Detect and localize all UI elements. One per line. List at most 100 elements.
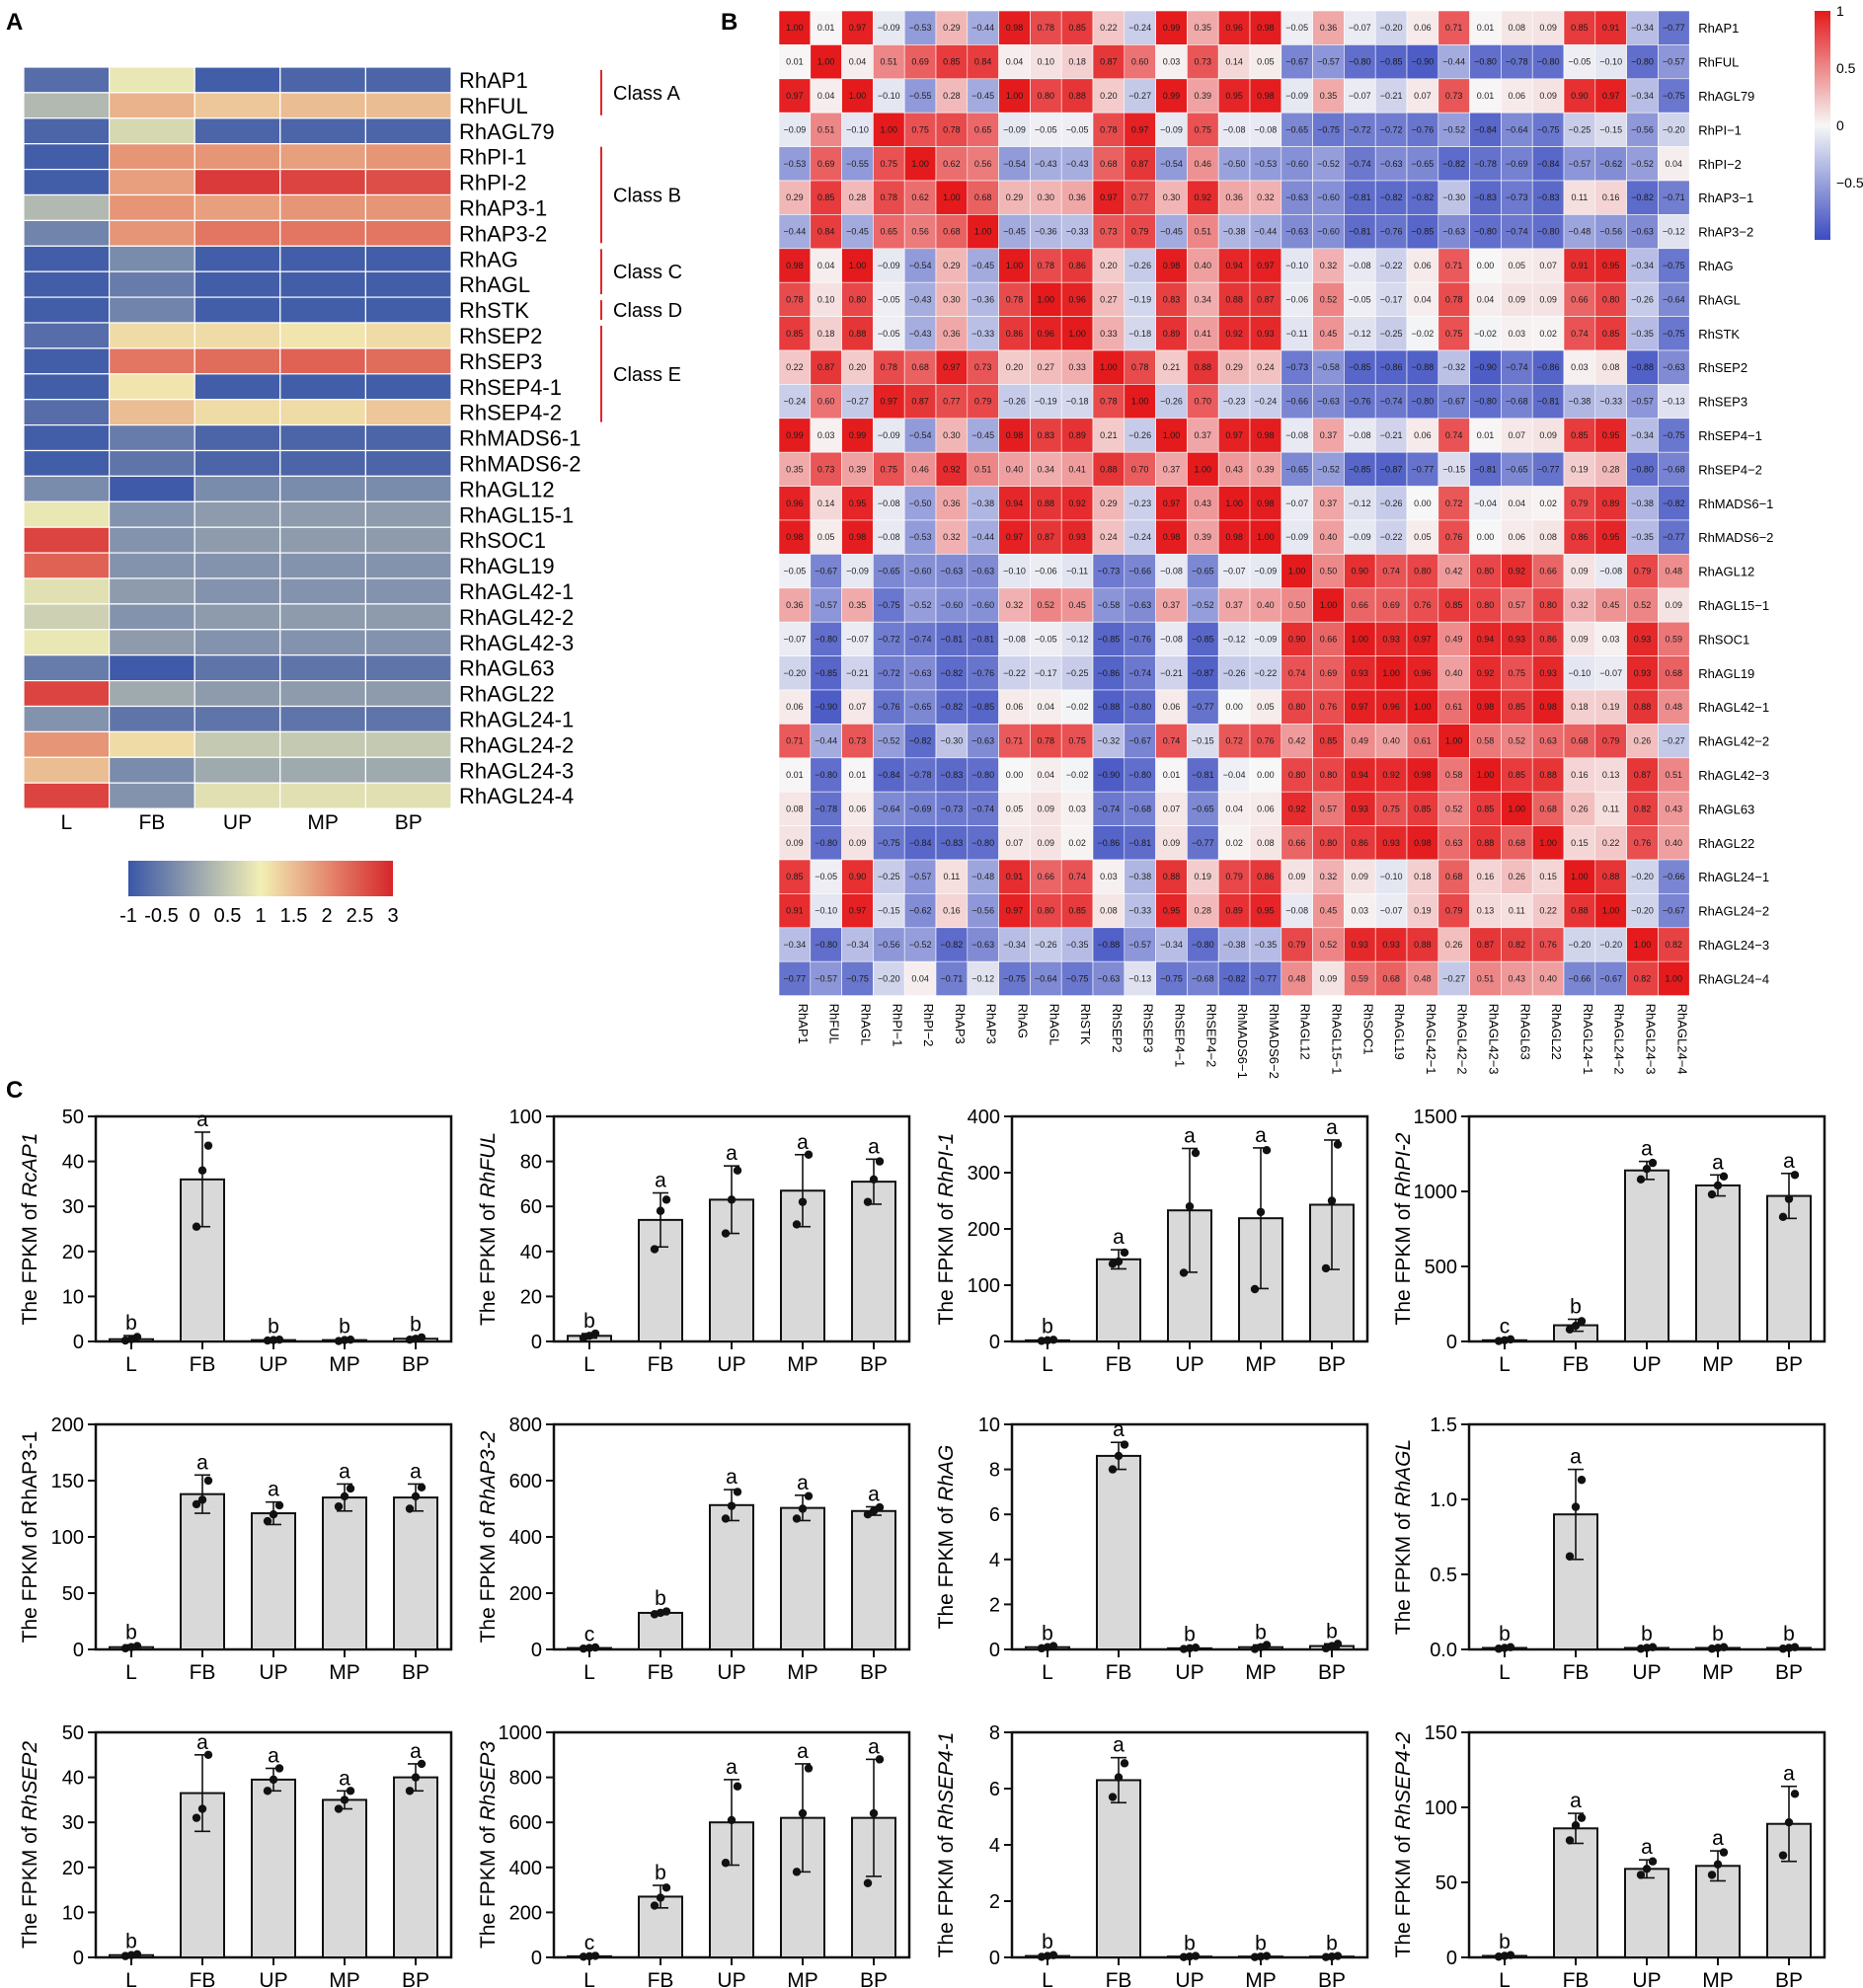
corr-value: −0.20 [1569, 940, 1591, 950]
data-point [1778, 1851, 1788, 1860]
corr-value: −0.10 [1285, 261, 1308, 270]
corr-value: −0.74 [1506, 227, 1528, 237]
corr-value: 0.16 [1571, 770, 1589, 780]
corr-value: −0.80 [1474, 57, 1497, 67]
corr-row-label: RhAGL [1698, 292, 1741, 307]
corr-value: −0.85 [1192, 634, 1214, 644]
corr-value: −0.74 [909, 634, 932, 644]
corr-value: 0.91 [1006, 872, 1024, 881]
corr-cell [841, 214, 874, 250]
corr-cell [1437, 349, 1470, 385]
heatmap-a-cell [108, 322, 195, 349]
corr-value: −0.63 [1285, 227, 1308, 237]
heatmap-a-cell [279, 782, 366, 809]
heatmap-a-col-label: FB [138, 811, 165, 834]
corr-cell [1155, 825, 1188, 861]
corr-cell [1155, 281, 1188, 317]
corr-cell [1501, 316, 1533, 351]
corr-cell [998, 248, 1031, 283]
corr-value: 1.00 [1352, 634, 1369, 644]
corr-cell [1563, 78, 1596, 114]
corr-value: −0.20 [1599, 940, 1622, 950]
x-tick-label: FB [648, 1353, 674, 1376]
corr-value: −0.09 [1285, 91, 1308, 101]
x-tick-label: L [125, 1353, 137, 1376]
corr-value: −0.63 [941, 567, 964, 576]
corr-cell [873, 180, 905, 215]
corr-value: 0.88 [1100, 464, 1118, 474]
corr-value: −0.06 [1035, 567, 1057, 576]
data-point [1577, 1476, 1587, 1485]
heatmap-a-cell [279, 193, 366, 221]
y-tick-label: 0 [989, 1332, 1000, 1353]
corr-value: −0.66 [1663, 872, 1685, 881]
corr-value: 0.78 [1100, 397, 1118, 407]
data-point [661, 1883, 671, 1892]
corr-cell [1658, 859, 1690, 894]
corr-value: 0.66 [1539, 567, 1557, 576]
corr-value: 0.32 [943, 532, 961, 542]
corr-cell [1563, 655, 1596, 691]
corr-cell [1030, 791, 1062, 826]
corr-cell [1281, 78, 1313, 114]
corr-value: 0.88 [1163, 872, 1181, 881]
corr-cell [1594, 248, 1627, 283]
corr-value: −0.80 [1412, 397, 1435, 407]
corr-cell [873, 248, 905, 283]
corr-value: −0.65 [1506, 464, 1528, 474]
corr-value: 0.92 [943, 464, 961, 474]
corr-value: 0.51 [974, 464, 992, 474]
corr-cell [1249, 248, 1282, 283]
y-tick-label: 1000 [499, 1722, 543, 1744]
corr-value: 0.71 [1006, 736, 1024, 746]
corr-cell [1437, 78, 1470, 114]
corr-value: −0.08 [1349, 261, 1371, 270]
corr-cell [1501, 281, 1533, 317]
corr-row-label: RhAGL15−1 [1698, 598, 1769, 613]
significance-letter: b [268, 1315, 279, 1338]
y-label-prefix: The FPKM of [477, 1515, 500, 1644]
corr-value: 0.22 [1602, 838, 1620, 848]
corr-value: 0.86 [1539, 634, 1557, 644]
corr-value: −0.82 [941, 940, 964, 950]
corr-col-label: RhMADS6−1 [1235, 1004, 1250, 1079]
corr-row-label: RhSEP4−2 [1698, 462, 1762, 477]
corr-cell [1531, 960, 1565, 996]
data-point [269, 1775, 278, 1785]
corr-cell [1217, 78, 1251, 114]
corr-cell [1658, 248, 1690, 283]
corr-value: −0.76 [1380, 227, 1403, 237]
corr-value: 0.40 [1257, 600, 1275, 610]
heatmap-a-cell [364, 679, 452, 708]
corr-value: −0.07 [1349, 23, 1371, 33]
significance-letter: a [1326, 1116, 1338, 1139]
corr-value: 1.00 [1602, 906, 1620, 916]
corr-value: 0.92 [1509, 567, 1526, 576]
corr-value: −0.12 [1663, 227, 1685, 237]
corr-value: 0.03 [1509, 329, 1526, 339]
heatmap-a-cell [194, 500, 281, 528]
y-label-prefix: The FPKM of [477, 1197, 500, 1326]
panel-b-correlation-heatmap: 1.00 0.01 0.97 −0.09 −0.53 0.29 −0.44 0.98 0.78 0… [778, 3, 1863, 1079]
corr-cell [1249, 554, 1282, 589]
corr-value: −0.35 [1255, 940, 1278, 950]
y-label-prefix: The FPKM of [1392, 1197, 1415, 1326]
data-point [590, 1329, 600, 1338]
corr-value: 0.19 [1602, 702, 1620, 712]
corr-value: 0.36 [1320, 23, 1338, 33]
corr-cell [1344, 10, 1376, 45]
corr-value: −0.43 [909, 329, 932, 339]
corr-cell [1563, 893, 1596, 929]
corr-cell [1437, 281, 1470, 317]
corr-cell [1469, 486, 1502, 521]
corr-value: −0.76 [1349, 397, 1371, 407]
x-tick-label: MP [329, 1661, 360, 1684]
corr-value: −0.50 [909, 498, 932, 508]
corr-value: −0.10 [1003, 567, 1026, 576]
corr-value: 0.08 [1100, 906, 1118, 916]
heatmap-a-cell [364, 526, 452, 554]
corr-cell [1030, 893, 1062, 929]
heatmap-a-cell [194, 705, 281, 732]
corr-col-label: RhAG [1016, 1004, 1031, 1038]
corr-cell [1249, 825, 1282, 861]
